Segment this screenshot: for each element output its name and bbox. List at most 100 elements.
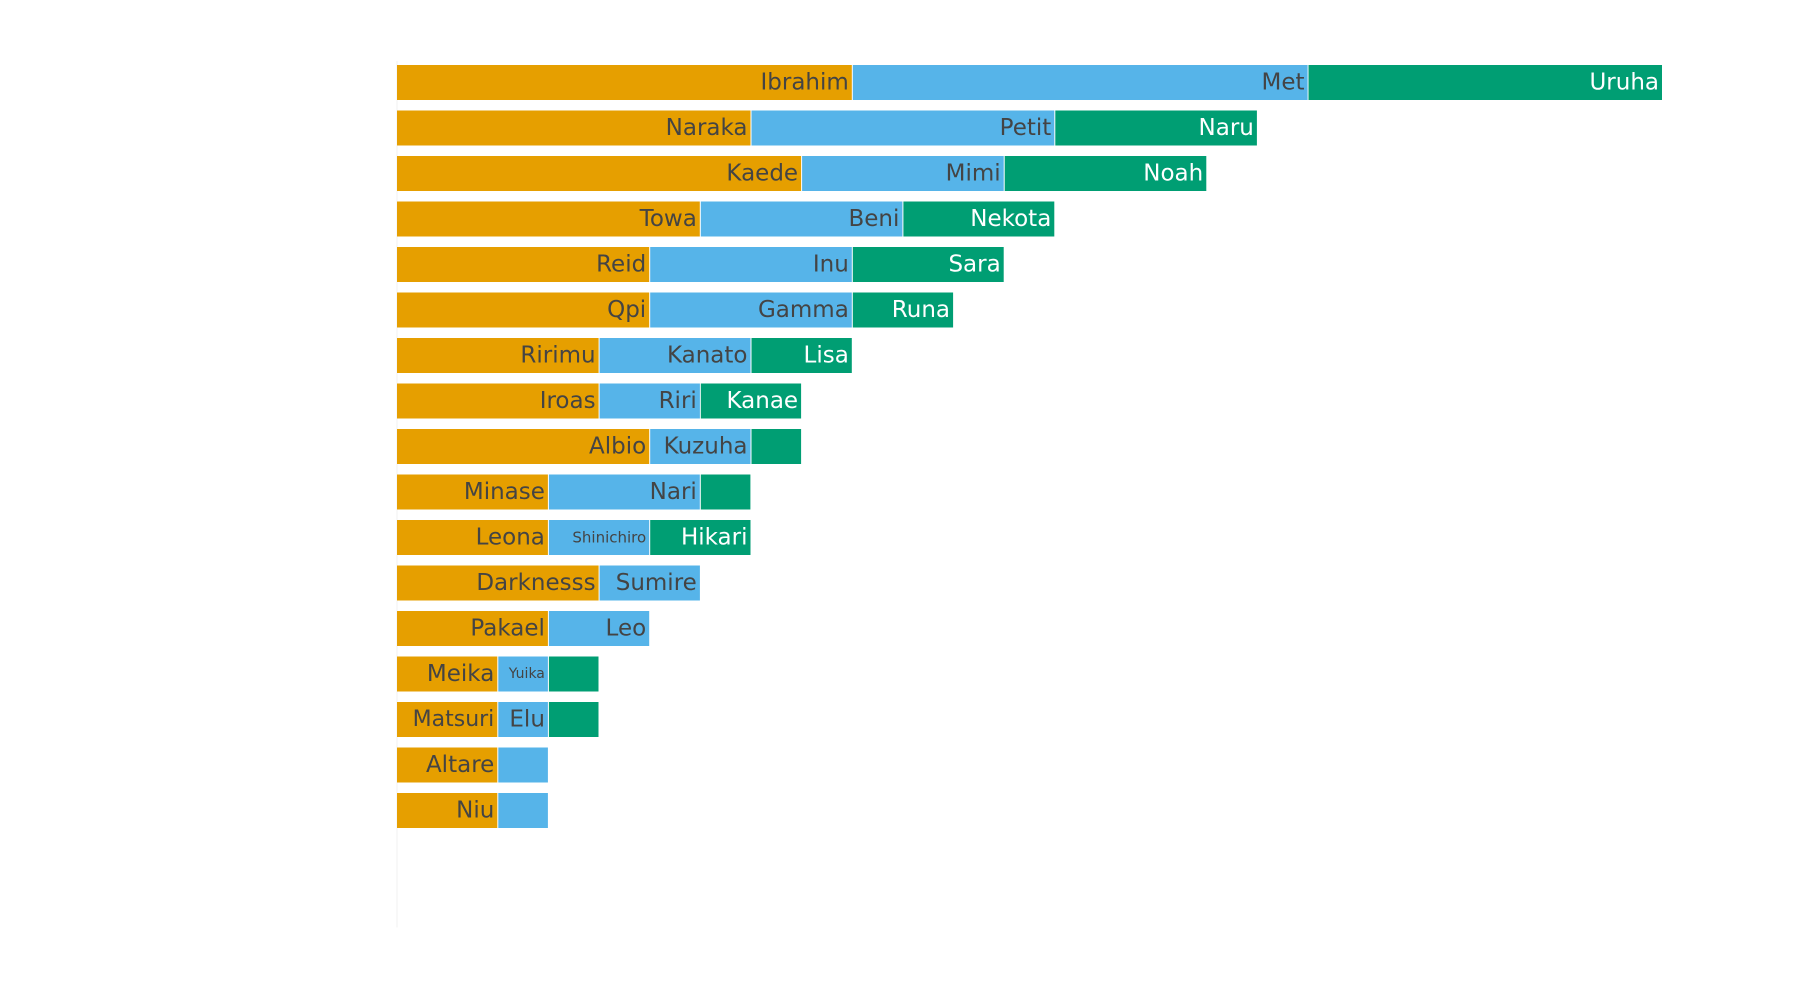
segment-label: Darknesss: [476, 570, 595, 596]
segment-label: Uruha: [1589, 70, 1659, 96]
bar-segment: [599, 383, 700, 419]
bar-row: Minase Nari: [397, 474, 751, 510]
segment-label: Yuika: [508, 666, 545, 682]
segment-label: Hikari: [681, 525, 748, 551]
segment-label: Naraka: [666, 115, 748, 141]
bar-segment: [397, 747, 498, 783]
bar-segment: [751, 429, 802, 464]
segment-label: Pakael: [470, 616, 544, 642]
bar-row: Darknesss Sumire: [397, 565, 700, 601]
bar-segment: [397, 247, 650, 282]
bar-segment: [548, 611, 650, 646]
bar-segment: [700, 201, 903, 237]
segment-label: Riri: [659, 388, 697, 414]
bar-segment: [751, 110, 1055, 146]
bar-segment: [852, 247, 1004, 282]
bar-segment: [397, 201, 700, 237]
bar-row: Meika Yuika: [397, 656, 599, 692]
segment-label: Inu: [813, 252, 849, 278]
segment-label: Iroas: [540, 388, 596, 414]
segment-label: Kanato: [667, 343, 748, 369]
segment-label: Lisa: [804, 343, 849, 369]
bar-segment: [1308, 65, 1662, 100]
bar-segment: [397, 65, 852, 100]
bar-segment: [397, 292, 650, 328]
bar-segment: [397, 656, 498, 692]
segment-label: Kanae: [726, 388, 798, 414]
bar-segment: [751, 338, 852, 373]
bar-segment: [397, 565, 599, 601]
bars-layer: Ibrahim Met Uruha Naraka Petit Naru Kaede Mimi N…: [397, 65, 1662, 828]
bar-segment: [650, 520, 751, 555]
bar-segment: [548, 656, 599, 692]
bar-segment: [397, 383, 599, 419]
bar-segment: [1055, 110, 1257, 146]
segment-label: Kuzuha: [664, 434, 748, 460]
bar-segment: [397, 156, 802, 191]
segment-label: Kaede: [726, 161, 798, 187]
segment-label: Elu: [509, 707, 545, 733]
bar-row: Ibrahim Met Uruha: [397, 65, 1662, 100]
segment-label: Mimi: [946, 161, 1001, 187]
segment-label: Altare: [426, 752, 494, 778]
bar-segment: [1004, 156, 1207, 191]
segment-label: Meika: [427, 661, 494, 687]
bar-segment: [650, 429, 751, 464]
bar-segment: [397, 702, 498, 737]
bar-segment: [700, 474, 751, 510]
bar-row: Matsuri Elu: [397, 702, 599, 737]
segment-label: Nekota: [970, 206, 1051, 232]
bar-segment: [397, 520, 548, 555]
segment-label: Gamma: [758, 297, 849, 323]
bar-segment: [548, 520, 650, 555]
bar-segment: [498, 747, 548, 783]
segment-label: Sumire: [616, 570, 697, 596]
segment-label: Qpi: [607, 297, 646, 323]
bar-segment: [397, 793, 498, 828]
bar-row: Ririmu Kanato Lisa: [397, 338, 852, 373]
segment-label: Ibrahim: [760, 70, 848, 96]
bar-row: Albio Kuzuha: [397, 429, 802, 464]
bar-segment: [397, 429, 650, 464]
bar-row: Towa Beni Nekota: [397, 201, 1055, 237]
bar-segment: [498, 656, 548, 692]
bar-segment: [548, 702, 599, 737]
bar-segment: [548, 474, 700, 510]
bar-segment: [700, 383, 802, 419]
bar-segment: [599, 338, 751, 373]
segment-label: Matsuri: [413, 707, 495, 732]
segment-label: Naru: [1199, 115, 1254, 141]
segment-label: Niu: [456, 798, 494, 824]
bar-segment: [852, 65, 1308, 100]
segment-label: Leona: [476, 525, 545, 551]
bar-segment: [397, 110, 751, 146]
segment-label: Albio: [589, 434, 646, 460]
segment-label: Beni: [848, 206, 899, 232]
segment-label: Petit: [1000, 115, 1052, 141]
bar-segment: [903, 201, 1055, 237]
bar-segment: [650, 247, 852, 282]
bar-segment: [498, 702, 548, 737]
bar-segment: [397, 338, 599, 373]
bar-row: Iroas Riri Kanae: [397, 383, 802, 419]
segment-label: Leo: [606, 616, 647, 642]
bar-segment: [650, 292, 852, 328]
bar-row: Qpi Gamma Runa: [397, 292, 954, 328]
bar-segment: [498, 793, 548, 828]
bar-row: Niu: [397, 793, 548, 828]
segment-label: Towa: [639, 206, 697, 232]
segment-label: Shinichiro: [572, 529, 646, 547]
segment-label: Met: [1261, 70, 1304, 96]
segment-label: Ririmu: [520, 343, 595, 369]
segment-label: Sara: [948, 252, 1000, 278]
segment-label: Nari: [650, 479, 697, 505]
bar-segment: [397, 611, 548, 646]
bar-row: Kaede Mimi Noah: [397, 156, 1207, 191]
bar-row: Naraka Petit Naru: [397, 110, 1257, 146]
bar-row: Altare: [397, 747, 548, 783]
bar-segment: [802, 156, 1004, 191]
bar-row: Pakael Leo: [397, 611, 650, 646]
bar-segment: [599, 565, 700, 601]
